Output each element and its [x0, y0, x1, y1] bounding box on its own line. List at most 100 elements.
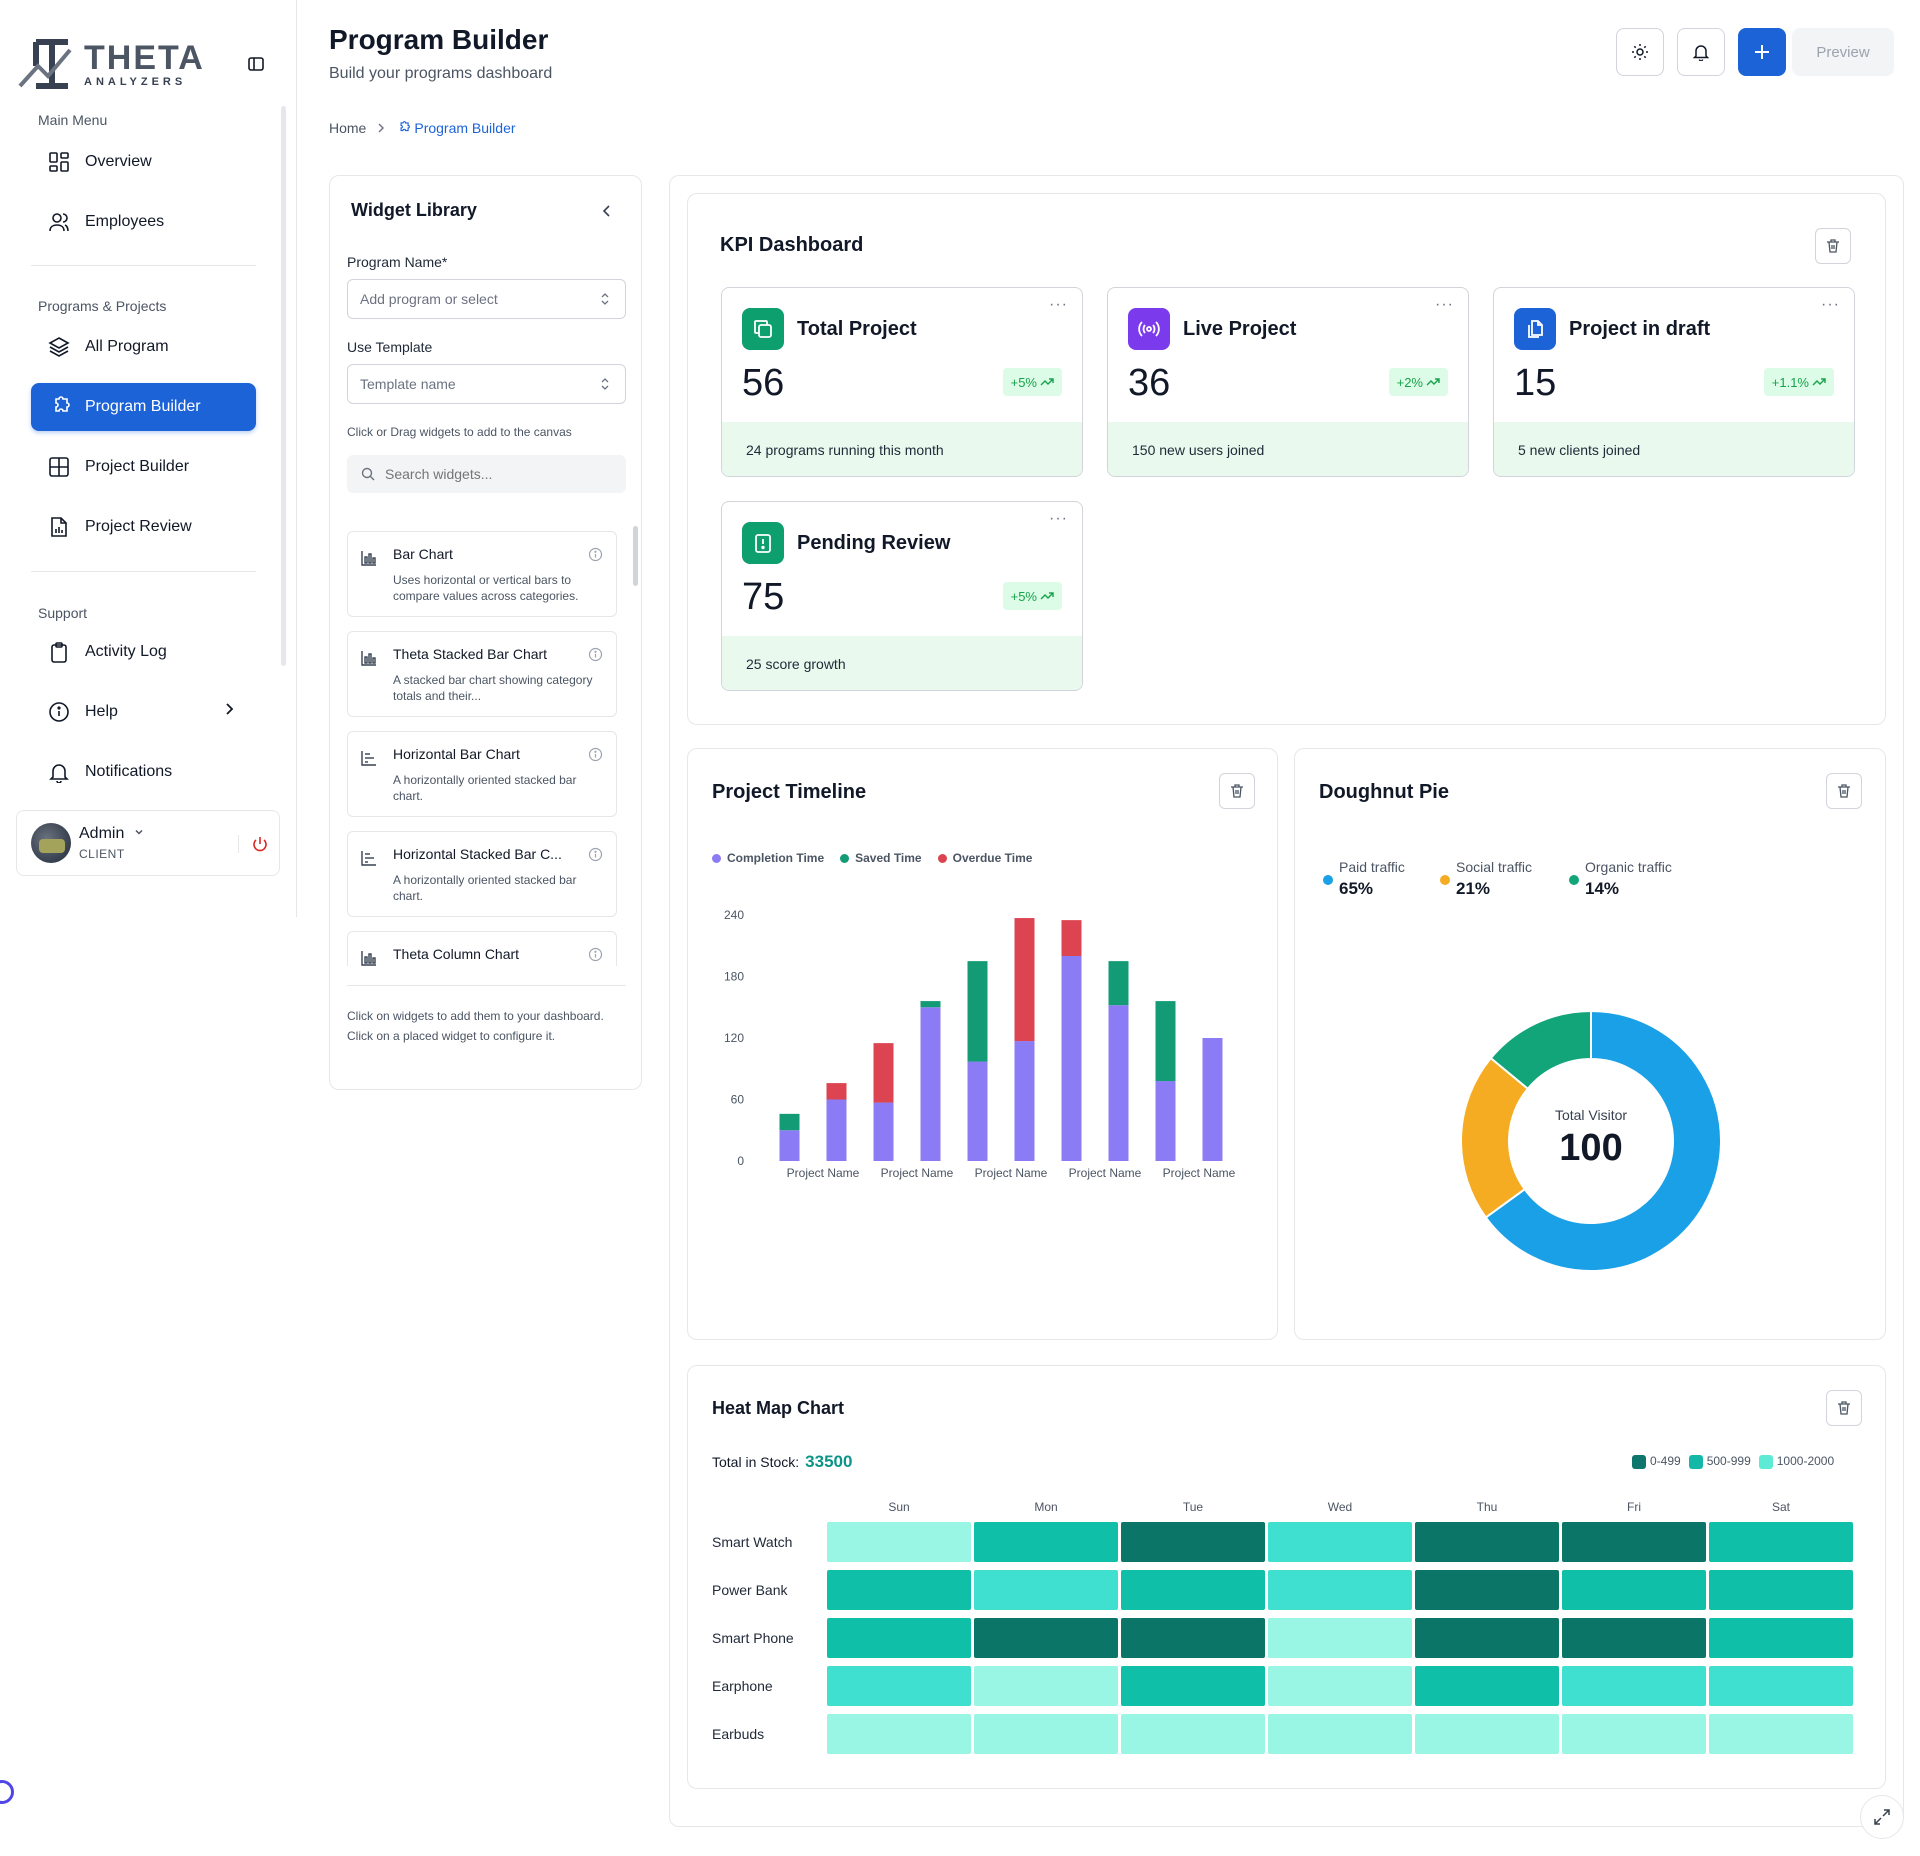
search-widgets-input[interactable] [347, 455, 626, 493]
breadcrumb-home[interactable]: Home [329, 120, 367, 136]
heat-map-cell[interactable] [827, 1570, 971, 1610]
widget-card-column-chart[interactable]: Theta Column Chart [347, 931, 617, 966]
kpi-trend-badge: +5% [1002, 582, 1062, 610]
delete-widget-button[interactable] [1219, 773, 1255, 809]
heat-map-cell[interactable] [1562, 1666, 1706, 1706]
delete-widget-button[interactable] [1826, 773, 1862, 809]
heat-map-cell[interactable] [1709, 1522, 1853, 1562]
widget-library-panel: Widget Library Program Name* Add program… [329, 175, 642, 1090]
info-icon[interactable] [588, 547, 603, 567]
info-icon[interactable] [588, 847, 603, 867]
heat-map-cell[interactable] [974, 1666, 1118, 1706]
sidebar-item-program-builder[interactable]: Program Builder [31, 383, 256, 431]
heat-map-cell[interactable] [1562, 1618, 1706, 1658]
sidebar-item-employees[interactable]: Employees [31, 198, 256, 246]
kpi-card-total-project[interactable]: Total Project ··· 56 +5% 24 programs run… [721, 287, 1083, 477]
heat-map-cell[interactable] [1268, 1666, 1412, 1706]
heat-map-cell[interactable] [1709, 1570, 1853, 1610]
heat-map-cell[interactable] [827, 1666, 971, 1706]
more-options-icon[interactable]: ··· [1049, 296, 1068, 313]
add-widget-button[interactable] [1738, 28, 1786, 76]
info-icon[interactable] [588, 747, 603, 767]
heat-map-cell[interactable] [1121, 1522, 1265, 1562]
grid-icon [47, 150, 71, 174]
heat-map-cell[interactable] [1562, 1714, 1706, 1754]
widget-card-stacked-bar[interactable]: Theta Stacked Bar Chart A stacked bar ch… [347, 631, 617, 717]
delete-widget-button[interactable] [1826, 1390, 1862, 1426]
sidebar-scrollbar[interactable] [281, 106, 286, 666]
kpi-value: 56 [742, 362, 785, 404]
widget-card-bar-chart[interactable]: Bar Chart Uses horizontal or vertical ba… [347, 531, 617, 617]
heat-map-cell[interactable] [1415, 1522, 1559, 1562]
heat-map-cell[interactable] [1268, 1570, 1412, 1610]
bar-segment [1155, 1001, 1176, 1082]
theme-toggle-button[interactable] [1616, 28, 1664, 76]
heat-map-cell[interactable] [1415, 1570, 1559, 1610]
trash-icon [1231, 784, 1243, 798]
widget-card-horizontal-stacked[interactable]: Horizontal Stacked Bar C... A horizontal… [347, 831, 617, 917]
heat-map-cell[interactable] [1562, 1522, 1706, 1562]
info-icon[interactable] [588, 947, 603, 966]
chevron-updown-icon [599, 292, 611, 309]
more-options-icon[interactable]: ··· [1049, 510, 1068, 527]
heat-map-cell[interactable] [1709, 1618, 1853, 1658]
trash-icon [1827, 239, 1839, 253]
heat-map-cell[interactable] [974, 1714, 1118, 1754]
kpi-dashboard-widget[interactable]: KPI Dashboard Total Project ··· 56 +5% 2… [687, 193, 1886, 725]
heat-map-cell[interactable] [1415, 1618, 1559, 1658]
sidebar-item-help[interactable]: Help [31, 688, 256, 736]
more-options-icon[interactable]: ··· [1435, 296, 1454, 313]
info-icon[interactable] [588, 647, 603, 667]
heat-map-cell[interactable] [1709, 1714, 1853, 1754]
heat-map-cell[interactable] [1121, 1618, 1265, 1658]
user-card[interactable]: Admin CLIENT [16, 810, 280, 876]
heat-map-cell[interactable] [1121, 1666, 1265, 1706]
heat-map-cell[interactable] [827, 1618, 971, 1658]
heat-map-widget[interactable]: Heat Map Chart Total in Stock: 33500 0-49… [687, 1365, 1886, 1789]
heat-map-cell[interactable] [974, 1522, 1118, 1562]
sidebar-item-project-review[interactable]: Project Review [31, 503, 256, 551]
widget-card-horizontal-bar[interactable]: Horizontal Bar Chart A horizontally orie… [347, 731, 617, 817]
sidebar-item-notifications[interactable]: Notifications [31, 748, 256, 796]
kpi-card-project-draft[interactable]: Project in draft ··· 15 +1.1% 5 new clie… [1493, 287, 1855, 477]
widget-list-scrollbar[interactable] [633, 526, 638, 586]
delete-widget-button[interactable] [1815, 228, 1851, 264]
heat-map-cell[interactable] [1268, 1618, 1412, 1658]
heat-map-cell[interactable] [1415, 1666, 1559, 1706]
heat-map-cell[interactable] [1562, 1570, 1706, 1610]
notifications-button[interactable] [1677, 28, 1725, 76]
heat-map-cell[interactable] [827, 1522, 971, 1562]
logout-power-icon[interactable] [249, 833, 271, 855]
expand-icon[interactable] [1860, 1795, 1904, 1839]
heat-map-cell[interactable] [1415, 1714, 1559, 1754]
kpi-card-live-project[interactable]: Live Project ··· 36 +2% 150 new users jo… [1107, 287, 1469, 477]
more-options-icon[interactable]: ··· [1821, 296, 1840, 313]
project-timeline-widget[interactable]: Project Timeline Completion Time Saved T… [687, 748, 1278, 1340]
heat-map-cell[interactable] [974, 1618, 1118, 1658]
sidebar-toggle-icon[interactable] [246, 54, 266, 74]
heat-map-cell[interactable] [1268, 1522, 1412, 1562]
heat-map-cell[interactable] [1709, 1666, 1853, 1706]
heat-map-cell[interactable] [1268, 1714, 1412, 1754]
chevron-right-icon [222, 702, 236, 721]
bar-chart-icon [360, 949, 378, 966]
heat-map-cell[interactable] [827, 1714, 971, 1754]
sidebar-item-overview[interactable]: Overview [31, 138, 256, 186]
chevron-left-icon[interactable] [598, 202, 616, 220]
doughnut-pie-widget[interactable]: Doughnut Pie Paid traffic 65% Social tra… [1294, 748, 1886, 1340]
sidebar-item-label: Help [85, 703, 118, 720]
kpi-card-pending-review[interactable]: Pending Review ··· 75 +5% 25 score growt… [721, 501, 1083, 691]
breadcrumb: Home Program Builder [329, 120, 516, 136]
legend-item: Overdue Time [937, 851, 1032, 865]
sidebar-item-project-builder[interactable]: Project Builder [31, 443, 256, 491]
assistant-launcher-icon[interactable] [0, 1780, 14, 1804]
heat-map-cell[interactable] [1121, 1714, 1265, 1754]
sidebar-item-all-program[interactable]: All Program [31, 323, 256, 371]
preview-button[interactable]: Preview [1792, 28, 1894, 76]
sidebar-item-activity-log[interactable]: Activity Log [31, 628, 256, 676]
legend-item: Completion Time [712, 851, 824, 865]
heat-map-cell[interactable] [974, 1570, 1118, 1610]
template-select[interactable]: Template name [347, 364, 626, 404]
program-name-select[interactable]: Add program or select [347, 279, 626, 319]
heat-map-cell[interactable] [1121, 1570, 1265, 1610]
